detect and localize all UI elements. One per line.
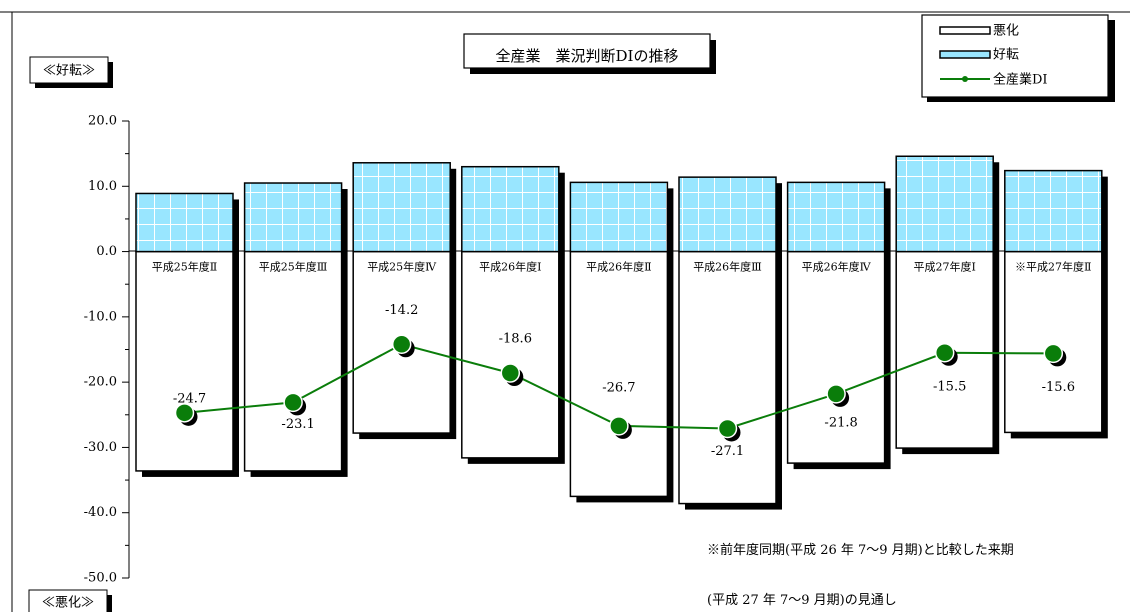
category-label: 平成25年度Ⅱ: [152, 260, 217, 274]
bar-worse: [786, 250, 886, 464]
upper-label: ≪好転≫: [43, 64, 95, 79]
bar-better: [352, 162, 451, 253]
di-point: [609, 416, 629, 436]
y-tick-label: -10.0: [84, 309, 117, 324]
legend-swatch-worse: [939, 26, 991, 35]
y-tick-label: -20.0: [84, 375, 117, 390]
chart-title-box: 全産業 業況判断DIの推移: [463, 33, 716, 74]
bar-worse: [678, 250, 777, 505]
category-label: 平成26年度Ⅳ: [802, 260, 872, 274]
bar-better: [461, 165, 560, 253]
category-label: 平成26年度Ⅱ: [586, 260, 651, 274]
legend-swatch-better: [939, 50, 991, 59]
y-tick-label: -40.0: [84, 505, 117, 520]
legend-item-di: 全産業DI: [940, 72, 1048, 88]
legend: 悪化 好転 全産業DI: [921, 14, 1115, 102]
di-point: [500, 363, 521, 383]
category-label: ※平成27年度Ⅱ: [1015, 260, 1091, 274]
bar-better: [569, 181, 669, 253]
di-data-label: -18.6: [499, 332, 532, 347]
bars: 平成25年度Ⅱ 平成25年度Ⅲ 平成25年度Ⅳ 平成26年度Ⅰ 平成26年度Ⅱ 平成26年…: [135, 155, 1108, 510]
y-tick-label: 10.0: [88, 179, 117, 194]
di-data-label: -15.6: [1042, 380, 1075, 395]
y-tick-label: -30.0: [84, 440, 117, 455]
bar-worse: [243, 250, 343, 472]
di-line: -24.7 -23.1 -14.2 -18.6 -26.7 -27.1 -21.8 -15.5…: [173, 303, 1075, 459]
category-label: 平成25年度Ⅳ: [367, 260, 437, 274]
y-tick-label: 0.0: [96, 244, 117, 259]
legend-item-better: 好転: [939, 48, 1019, 63]
di-point: [934, 343, 955, 363]
y-ticks: 20.0 10.0 0.0 -10.0 -20.0 -30.0 -40.0 -50.0: [84, 114, 129, 586]
di-data-label: -24.7: [173, 391, 206, 406]
bar-worse: [135, 250, 234, 472]
bar-better: [243, 182, 343, 253]
bar-better: [1004, 169, 1103, 253]
bar-better: [786, 181, 886, 253]
di-point: [826, 384, 846, 404]
lower-label-box: ≪悪化≫: [28, 589, 112, 612]
bar-better: [678, 176, 777, 253]
chart-title: 全産業 業況判断DIの推移: [496, 47, 679, 65]
lower-label: ≪悪化≫: [42, 596, 94, 611]
legend-label-worse: 悪化: [993, 24, 1019, 39]
di-data-label: -14.2: [385, 303, 418, 318]
legend-marker-di: [962, 76, 968, 82]
category-label: 平成26年度Ⅲ: [693, 260, 762, 274]
category-label: 平成25年度Ⅲ: [259, 260, 328, 274]
di-point: [174, 403, 195, 423]
footnote-line-1: ※前年度同期(平成 26 年 7～9 月期)と比較した来期: [707, 542, 1014, 558]
bar-worse: [1004, 250, 1103, 434]
di-point: [1043, 343, 1064, 364]
legend-label-di: 全産業DI: [993, 72, 1048, 88]
bar-worse: [569, 250, 669, 498]
di-data-label: -26.7: [602, 380, 635, 395]
bar-better: [895, 155, 994, 253]
di-data-label: -27.1: [711, 444, 744, 459]
category-label: 平成26年度Ⅰ: [479, 260, 541, 274]
bar-worse: [461, 250, 560, 459]
di-data-label: -21.8: [824, 415, 857, 430]
legend-item-worse: 悪化: [939, 24, 1019, 39]
di-point: [717, 418, 738, 439]
footnote-line-2: (平成 27 年 7～9 月期)の見通し: [707, 593, 897, 608]
y-tick-label: -50.0: [84, 571, 117, 586]
category-label: 平成27年度Ⅰ: [914, 260, 976, 274]
legend-label-better: 好転: [993, 48, 1019, 63]
di-point: [283, 392, 303, 413]
di-data-label: -23.1: [281, 417, 314, 432]
di-point: [391, 334, 412, 355]
di-data-label: -15.5: [933, 379, 966, 394]
upper-label-box: ≪好転≫: [29, 56, 113, 88]
bar-better: [135, 192, 234, 253]
y-tick-label: 20.0: [88, 114, 117, 129]
